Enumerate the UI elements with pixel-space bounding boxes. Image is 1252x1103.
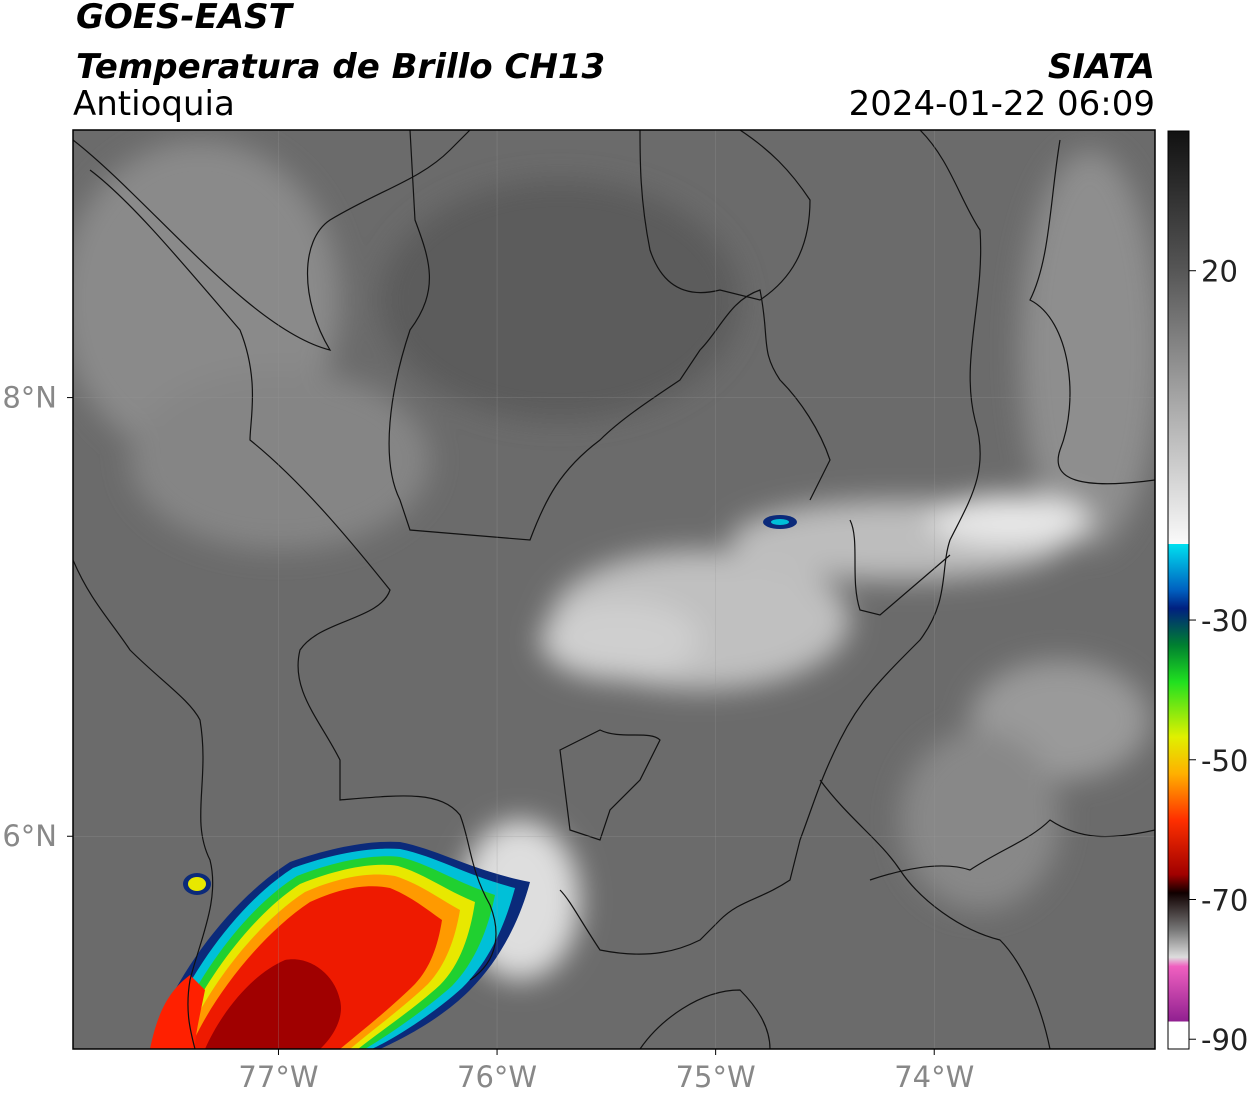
source: SIATA (1048, 47, 1155, 87)
colorbar-tick-label: -50 (1201, 744, 1248, 778)
colorbar-tick-label: 20 (1201, 255, 1238, 289)
colorbar-tick-label: -30 (1201, 604, 1248, 638)
title: GOES-EAST (76, 0, 295, 37)
x-tick-label: 75°W (676, 1060, 756, 1094)
borders (73, 130, 1155, 1049)
y-tick-label: 6°N (2, 819, 57, 853)
region: Antioquia (73, 84, 235, 124)
colorbar-tick-label: -90 (1201, 1023, 1248, 1057)
x-tick-label: 77°W (238, 1060, 318, 1094)
colorbar-tick-label: -70 (1201, 883, 1248, 917)
y-tick-label: 8°N (2, 381, 57, 415)
x-tick-label: 76°W (457, 1060, 537, 1094)
map-frame (72, 129, 1156, 1050)
map-image (73, 130, 1155, 1049)
x-tick-label: 74°W (894, 1060, 974, 1094)
subtitle: Temperatura de Brillo CH13 (76, 47, 605, 87)
datetime: 2024-01-22 06:09 (849, 84, 1155, 124)
colorbar (1167, 130, 1190, 1050)
